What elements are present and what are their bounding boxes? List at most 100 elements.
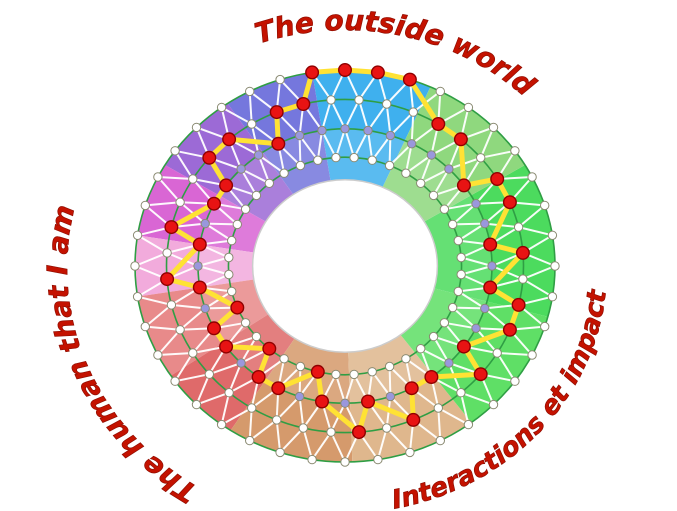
graph-node (294, 130, 305, 141)
red-node (222, 132, 237, 147)
graph-node (435, 86, 445, 97)
graph-node (170, 376, 180, 386)
red-node (219, 339, 234, 354)
graph-node (170, 146, 180, 156)
graph-node (245, 86, 255, 97)
graph-node (456, 252, 466, 263)
graph-node (236, 358, 246, 368)
red-node (160, 272, 175, 287)
graph-node (510, 146, 520, 156)
graph-node (510, 376, 520, 386)
graph-node (216, 102, 227, 113)
graph-node (331, 152, 341, 163)
graph-node (407, 139, 417, 149)
graph-node (349, 152, 359, 163)
graph-node (313, 155, 323, 165)
red-node (269, 105, 284, 120)
sector-purple (164, 103, 294, 222)
ring-outline-1 (165, 98, 525, 434)
graph-node (264, 178, 274, 189)
graph-node (224, 269, 234, 280)
graph-node (492, 348, 502, 358)
graph-node (384, 361, 395, 372)
graph-node (162, 248, 172, 258)
graph-node (204, 369, 215, 379)
graph-node (416, 344, 426, 354)
red-node (453, 132, 468, 147)
graph-node (527, 172, 537, 182)
graph-node (340, 124, 350, 134)
graph-node (240, 318, 251, 328)
graph-node (384, 160, 395, 171)
red-node (206, 196, 221, 211)
graph-node (480, 218, 490, 229)
graph-node (188, 348, 198, 358)
graph-node (487, 261, 497, 271)
graph-node (247, 403, 257, 413)
graph-node (232, 219, 243, 230)
graph-node (240, 204, 251, 214)
red-node (315, 394, 330, 409)
graph-node (408, 107, 418, 117)
red-node (456, 178, 471, 193)
graph-node (463, 419, 474, 430)
graph-node (428, 190, 439, 201)
red-node (271, 136, 286, 151)
segmented-wheel-graph (130, 63, 560, 467)
graph-node (463, 102, 474, 113)
graph-node (224, 388, 234, 398)
graph-node (132, 230, 143, 241)
graph-node (354, 95, 364, 105)
graph-node (251, 190, 262, 201)
graph-node (295, 361, 306, 372)
graph-node (175, 197, 185, 207)
red-node (511, 297, 526, 312)
red-node (219, 178, 234, 193)
graph-node (200, 218, 210, 229)
red-node (473, 367, 488, 382)
graph-node (448, 302, 458, 313)
graph-node (471, 199, 481, 209)
graph-node (439, 204, 450, 214)
graph-node (488, 122, 499, 133)
graph-node (272, 415, 282, 425)
red-node (431, 116, 446, 131)
graph-node (435, 435, 445, 446)
graph-node (401, 168, 411, 178)
red-node (370, 65, 385, 80)
graph-node (236, 164, 246, 174)
graph-node (433, 403, 443, 413)
red-node (404, 381, 419, 396)
graph-node (298, 423, 308, 433)
graph-node (547, 292, 558, 302)
graph-node (405, 447, 415, 458)
graph-node (453, 235, 463, 246)
graph-node (363, 125, 373, 136)
graph-node (349, 369, 359, 380)
red-node (338, 63, 353, 78)
graph-node (279, 168, 289, 178)
graph-node (331, 369, 341, 380)
graph-node (540, 321, 550, 332)
graph-node (294, 391, 305, 402)
graph-node (527, 350, 537, 360)
graph-node (295, 160, 306, 171)
graph-node (456, 269, 466, 280)
graph-node (193, 261, 203, 271)
graph-node (547, 230, 558, 241)
graph-node (326, 95, 336, 105)
graph-node (227, 286, 237, 297)
red-node (251, 370, 266, 385)
red-node (515, 245, 530, 260)
graph-node (340, 398, 350, 408)
graph-node (200, 303, 210, 314)
graph-node (480, 303, 490, 314)
graph-node (153, 350, 163, 360)
graph-node (153, 172, 163, 182)
red-node (352, 425, 367, 440)
red-node (483, 237, 498, 252)
graph-node (130, 261, 140, 271)
graph-node (340, 457, 350, 467)
graph-node (416, 178, 426, 189)
red-node (202, 150, 217, 165)
